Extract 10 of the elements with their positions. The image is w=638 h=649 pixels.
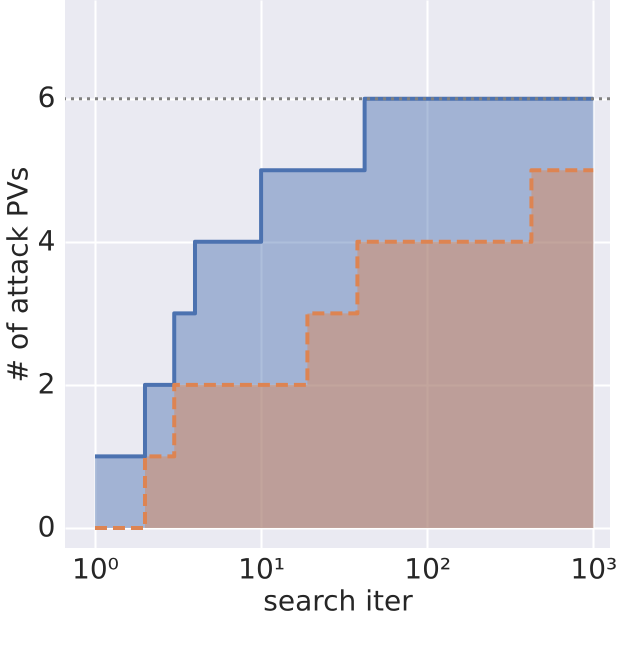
x-tick-label: 10² <box>404 552 452 586</box>
x-tick-label: 10¹ <box>238 552 286 586</box>
y-tick-label: 4 <box>38 224 56 258</box>
x-tick-label: 10³ <box>570 552 618 586</box>
x-tick-label: 10⁰ <box>72 552 119 586</box>
y-tick-label: 6 <box>38 81 56 114</box>
y-tick-label: 2 <box>38 367 56 400</box>
y-tick-label: 0 <box>38 510 56 544</box>
x-axis-title: search iter <box>263 584 414 618</box>
y-axis-title: # of attack PVs <box>2 166 35 382</box>
